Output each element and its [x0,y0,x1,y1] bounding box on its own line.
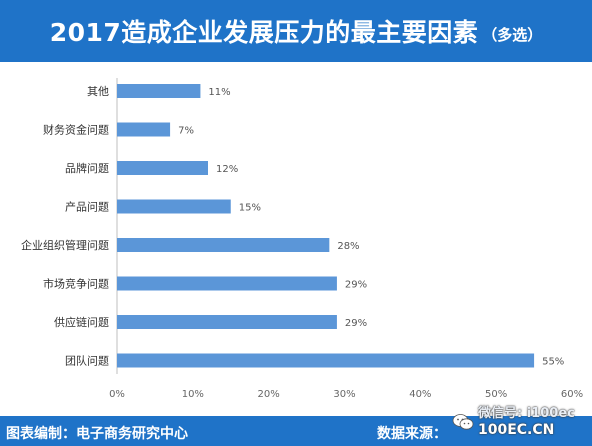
bar [117,161,208,175]
data-label: 55% [542,357,564,368]
data-label: 15% [239,203,261,214]
bar-chart: 其他 11% 财务资金问题 7% 品牌问题 12% 产品问题 15% 企业组织管理问题 28% 市场… [21,78,583,400]
bar [117,353,535,368]
bar [117,238,330,252]
data-label: 11% [208,87,230,98]
category-label: 产品问题 [65,200,109,214]
x-tick-label: 10% [182,389,204,400]
bar [117,276,337,291]
chart-title: 2017造成企业发展压力的最主要因素 [49,18,479,47]
category-label: 其他 [87,85,109,98]
footer-source-label: 数据来源： [377,426,447,442]
bar [117,84,201,98]
data-label: 29% [345,318,367,329]
footer-source-value: 100EC.CN [478,422,555,438]
chart-header: 2017造成企业发展压力的最主要因素 （多选） [0,0,592,62]
bar [117,315,337,329]
x-tick-label: 50% [485,389,507,400]
footer-bar: 图表编制：电子商务研究中心 数据来源： [0,416,592,446]
x-tick-label: 40% [409,389,431,400]
footer-compiler-label: 图表编制： [6,426,76,442]
data-label: 28% [337,241,359,252]
category-label: 供应链问题 [54,315,109,329]
category-label: 团队问题 [65,354,109,368]
category-label: 企业组织管理问题 [21,238,109,252]
footer-compiler-value: 电子商务研究中心 [76,426,188,442]
bar [117,199,231,214]
watermark-text: 微信号: i100ec [478,406,575,421]
footer-compiler: 图表编制：电子商务研究中心 [6,423,188,443]
x-tick-label: 60% [561,389,583,400]
data-label: 7% [178,126,194,137]
category-label: 市场竞争问题 [43,277,109,291]
data-label: 12% [216,164,238,175]
bar [117,122,171,137]
chart-subtitle: （多选） [482,25,543,44]
category-label: 财务资金问题 [43,123,109,137]
chart-area: 其他 11% 财务资金问题 7% 品牌问题 12% 产品问题 15% 企业组织管理问题 28% 市场… [0,62,592,416]
x-tick-label: 0% [109,389,125,400]
x-tick-label: 30% [333,389,355,400]
x-tick-label: 20% [258,389,280,400]
watermark: 微信号: i100ec 100EC.CN [452,406,575,438]
wechat-icon [452,414,474,430]
footer-source: 数据来源： [377,423,447,443]
data-label: 29% [345,280,367,291]
category-label: 品牌问题 [65,161,109,175]
